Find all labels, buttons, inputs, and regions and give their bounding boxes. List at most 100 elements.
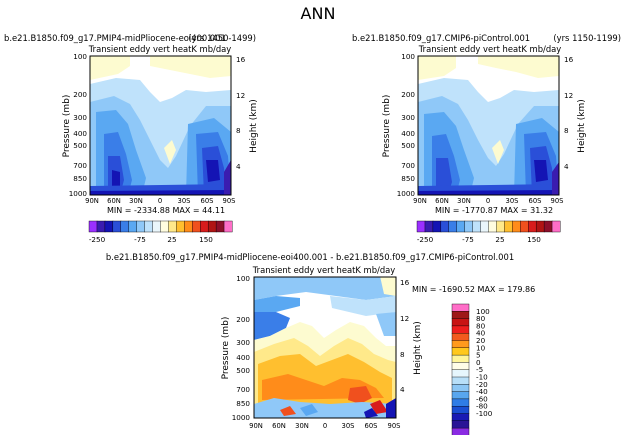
y-tick-400: 400 [73, 129, 87, 138]
colorbar-swatch [128, 220, 138, 233]
cbd-label-neg60: -60 [476, 394, 488, 403]
x-tick-90s: 90S [388, 422, 401, 430]
height-tick-12: 12 [564, 91, 573, 100]
colorbar-swatch [152, 220, 161, 233]
y-tick-400: 400 [236, 353, 250, 362]
colorbar-swatch [96, 220, 106, 233]
height-tick-12: 12 [236, 91, 245, 100]
cbd-label-40: 40 [476, 329, 486, 338]
panel3-ylabel: Pressure (mb) [221, 317, 231, 380]
colorbar-swatch [451, 427, 470, 435]
x-tick-60n: 60N [272, 422, 286, 430]
panel-pliocene: b.e21.B1850.f09_g17.PMIP4-midPliocene-eo… [4, 33, 259, 244]
y-tick-1000: 1000 [232, 413, 251, 422]
y-tick-100: 100 [73, 52, 87, 61]
cb1-label-25: 25 [167, 235, 176, 244]
colorbar-swatch [88, 220, 98, 233]
colorbar-swatch [543, 220, 553, 233]
colorbar-abs-1-labels: -250 -75 25 150 [89, 235, 213, 244]
colorbar-swatch [451, 369, 470, 378]
cbd-label-neg5: -5 [476, 365, 483, 374]
colorbar-swatch [451, 325, 470, 334]
colorbar-swatch [535, 220, 545, 233]
panel2-x-ticks: 90N 60N 30N 0 30S 60S 90S [413, 197, 563, 205]
panel1-ylabel: Pressure (mb) [62, 95, 72, 158]
x-tick-30n: 30N [295, 422, 309, 430]
colorbar-swatch [192, 220, 201, 233]
colorbar-abs-2 [416, 220, 561, 233]
y-tick-100: 100 [401, 52, 415, 61]
panel1-frame [89, 55, 232, 196]
y-tick-300: 300 [401, 113, 415, 122]
colorbar-swatch [451, 362, 470, 371]
x-tick-30n: 30N [129, 197, 143, 205]
y-tick-700: 700 [401, 161, 415, 170]
colorbar-swatch [112, 220, 122, 233]
colorbar-swatch [104, 220, 114, 233]
panel3-frame [253, 276, 397, 419]
colorbar-swatch [424, 220, 434, 233]
panel3-case: b.e21.B1850.f09_g17.PMIP4-midPliocene-eo… [106, 252, 514, 262]
x-tick-60n: 60N [435, 197, 449, 205]
colorbar-swatch [451, 376, 470, 385]
height-tick-16: 16 [564, 55, 574, 64]
panel1-ylabel-right: Height (km) [249, 99, 259, 153]
panel1-case: b.e21.B1850.f09_g17.PMIP4-midPliocene-eo… [4, 33, 226, 43]
cbd-label-neg80: -80 [476, 402, 488, 411]
y-tick-200: 200 [73, 90, 87, 99]
colorbar-swatch [464, 220, 474, 233]
panel3-y-ticks: 100 200 300 400 500 700 850 1000 [232, 274, 251, 422]
colorbar-swatch [472, 220, 482, 233]
panel3-min-max: MIN = -1690.52 MAX = 179.86 [412, 285, 535, 294]
page-title: ANN [301, 4, 336, 23]
colorbar-diff [451, 303, 470, 435]
y-tick-1000: 1000 [69, 189, 88, 198]
panel-difference: b.e21.B1850.f09_g17.PMIP4-midPliocene-eo… [106, 252, 535, 435]
x-tick-90n: 90N [85, 197, 99, 205]
colorbar-swatch [451, 347, 470, 356]
panel3-x-ticks: 90N 60N 30N 0 30S 60S 90S [249, 422, 400, 430]
panel1-years: (yrs 1450-1499) [188, 33, 256, 43]
x-tick-90n: 90N [249, 422, 263, 430]
colorbar-swatch [456, 220, 466, 233]
cbd-label-10: 10 [476, 343, 486, 352]
cbd-label-100: 100 [476, 307, 490, 316]
cbd-label-neg10: -10 [476, 373, 488, 382]
colorbar-swatch [144, 220, 154, 233]
x-tick-60n: 60N [107, 197, 121, 205]
colorbar-swatch [480, 220, 489, 233]
colorbar-swatch [448, 220, 458, 233]
cbd-label-80a: 80 [476, 314, 486, 323]
colorbar-swatch [451, 340, 470, 349]
panel1-y-ticks-right: 16 12 8 4 [236, 55, 246, 171]
cb2-label-neg75: -75 [462, 235, 474, 244]
panel-picontrol: b.e21.B1850.f09_g17.CMIP6-piControl.001 … [352, 33, 621, 244]
panel1-min-max: MIN = -2334.88 MAX = 44.11 [107, 206, 225, 215]
cbd-label-neg100: -100 [476, 409, 493, 418]
colorbar-diff-labels: 100 80 80 40 20 10 5 0 -5 -10 -20 -40 -6… [476, 307, 493, 418]
colorbar-swatch [451, 311, 470, 319]
y-tick-200: 200 [401, 90, 415, 99]
height-tick-16: 16 [400, 278, 410, 287]
colorbar-swatch [451, 333, 470, 341]
x-tick-30s: 30S [178, 197, 191, 205]
panel2-case: b.e21.B1850.f09_g17.CMIP6-piControl.001 [352, 33, 530, 43]
x-tick-60s: 60S [529, 197, 542, 205]
x-tick-60s: 60S [365, 422, 378, 430]
cbd-label-80b: 80 [476, 321, 486, 330]
x-tick-0: 0 [486, 197, 490, 205]
x-tick-60s: 60S [201, 197, 214, 205]
colorbar-swatch [504, 220, 513, 233]
cb2-label-150: 150 [527, 235, 541, 244]
colorbar-swatch [451, 318, 470, 327]
y-tick-500: 500 [236, 366, 250, 375]
height-tick-8: 8 [400, 350, 405, 359]
panel2-subtitle: Transient eddy vert heatK mb/day [418, 44, 562, 54]
x-tick-30s: 30S [342, 422, 355, 430]
panel2-years: (yrs 1150-1199) [553, 33, 621, 43]
colorbar-swatch [215, 220, 225, 233]
y-tick-850: 850 [73, 174, 87, 183]
colorbar-swatch [451, 413, 470, 422]
panel3-contours [254, 277, 396, 418]
y-tick-700: 700 [73, 161, 87, 170]
